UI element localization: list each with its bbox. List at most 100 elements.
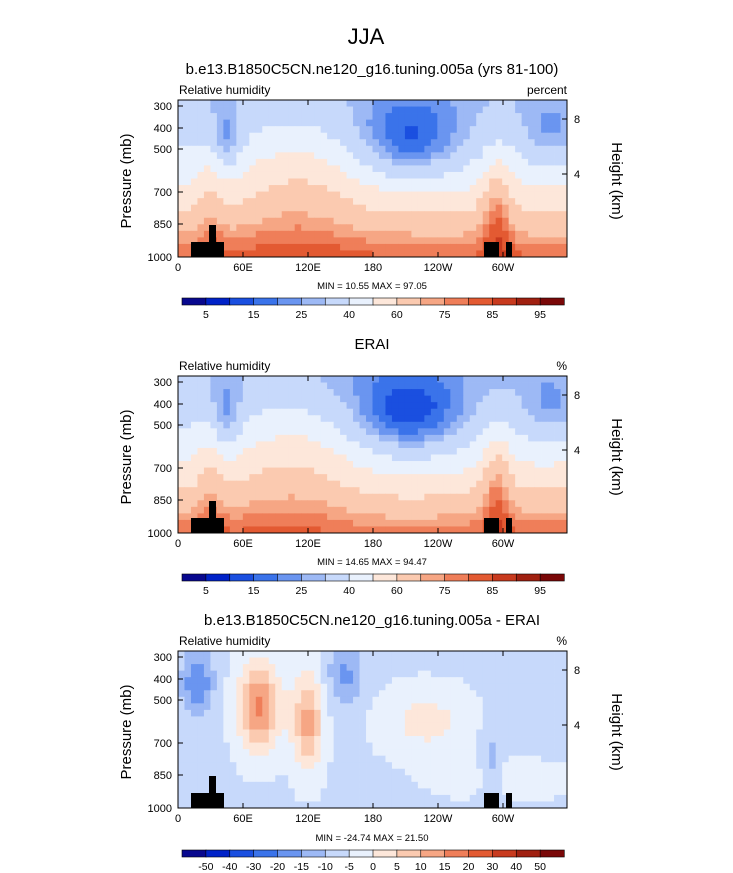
heatmap-cell — [197, 781, 205, 789]
heatmap-cell — [255, 454, 263, 462]
heatmap-cell — [502, 742, 510, 750]
heatmap-cell — [236, 696, 244, 704]
heatmap-cell — [378, 500, 386, 508]
heatmap-cell — [314, 755, 322, 763]
heatmap-cell — [404, 139, 412, 147]
heatmap-cell — [184, 716, 192, 724]
heatmap-cell — [307, 211, 315, 219]
heatmap-cell — [541, 139, 548, 147]
heatmap-cell — [372, 461, 380, 468]
heatmap-cell — [190, 139, 198, 147]
heatmap-cell — [366, 434, 373, 442]
heatmap-cell — [482, 382, 490, 390]
heatmap-cell — [307, 224, 315, 232]
heatmap-cell — [197, 742, 205, 750]
heatmap-cell — [275, 145, 283, 153]
heatmap-cell — [346, 526, 354, 534]
heatmap-cell — [404, 237, 412, 245]
heatmap-cell — [541, 690, 548, 698]
heatmap-cell — [353, 106, 360, 114]
heatmap-cell — [528, 775, 535, 783]
heatmap-cell — [190, 126, 198, 134]
heatmap-cell — [190, 113, 198, 121]
heatmap-cell — [476, 781, 484, 789]
heatmap-cell — [301, 506, 309, 514]
x-tick-label: 120E — [295, 538, 321, 550]
heatmap-cell — [495, 119, 503, 127]
heatmap-cell — [560, 132, 568, 140]
heatmap-cell — [197, 389, 205, 397]
heatmap-cell — [508, 171, 516, 179]
heatmap-cell — [391, 664, 399, 672]
heatmap-cell — [366, 243, 373, 251]
heatmap-cell — [197, 487, 205, 495]
heatmap-cell — [210, 158, 218, 166]
heatmap-cell — [482, 703, 490, 711]
heatmap-cell — [353, 204, 360, 212]
heatmap-cell — [463, 657, 471, 665]
heatmap-cell — [521, 454, 529, 462]
heatmap-cell — [178, 106, 185, 114]
colorbar-swatch — [301, 849, 326, 858]
heatmap-cell — [184, 467, 192, 475]
heatmap-cell — [307, 755, 315, 763]
heatmap-cell — [203, 506, 211, 514]
heatmap-cell — [294, 389, 302, 397]
heatmap-cell — [528, 171, 535, 179]
heatmap-cell — [301, 237, 309, 245]
heatmap-cell — [463, 664, 471, 672]
heatmap-cell — [262, 211, 270, 219]
heatmap-cell — [281, 474, 289, 482]
heatmap-cell — [333, 243, 341, 251]
heatmap-cell — [398, 506, 406, 514]
heatmap-cell — [294, 755, 302, 763]
heatmap-cell — [372, 801, 380, 809]
heatmap-cell — [320, 461, 328, 468]
heatmap-cell — [320, 382, 328, 390]
heatmap-cell — [515, 670, 523, 678]
heatmap-cell — [210, 402, 218, 410]
heatmap-cell — [378, 376, 386, 383]
heatmap-cell — [430, 729, 438, 737]
heatmap-cell — [372, 651, 380, 658]
heatmap-cell — [249, 191, 257, 199]
heatmap-cell — [236, 519, 244, 527]
heatmap-cell — [469, 237, 477, 245]
heatmap-cell — [229, 224, 237, 232]
heatmap-cell — [366, 480, 373, 488]
heatmap-cell — [320, 230, 328, 238]
heatmap-cell — [411, 519, 419, 527]
heatmap-cell — [385, 126, 393, 134]
heatmap-cell — [216, 749, 224, 757]
heatmap-cell — [508, 736, 516, 743]
heatmap-cell — [385, 132, 393, 140]
heatmap-cell — [307, 670, 315, 678]
heatmap-cell — [521, 696, 529, 704]
heatmap-cell — [515, 434, 523, 442]
heatmap-cell — [288, 132, 296, 140]
heatmap-cell — [560, 106, 568, 114]
heatmap-cell — [411, 237, 419, 245]
heatmap-cell — [327, 768, 334, 776]
heatmap-cell — [223, 145, 231, 153]
heatmap-cell — [262, 395, 270, 403]
heatmap-cell — [437, 402, 445, 410]
heatmap-cell — [178, 132, 185, 140]
heatmap-cell — [340, 749, 347, 757]
heatmap-cell — [307, 768, 315, 776]
heatmap-cell — [411, 447, 419, 455]
heatmap-cell — [391, 696, 399, 704]
heatmap-cell — [495, 158, 503, 166]
heatmap-cell — [411, 243, 419, 251]
heatmap-cell — [443, 382, 451, 390]
heatmap-cell — [366, 781, 373, 789]
heatmap-cell — [391, 139, 399, 147]
heatmap-cell — [450, 185, 458, 192]
heatmap-cell — [242, 204, 250, 212]
heatmap-cell — [184, 480, 192, 488]
heatmap-cell — [378, 441, 386, 449]
heatmap-cell — [249, 768, 257, 776]
heatmap-cell — [197, 788, 205, 796]
heatmap-cell — [560, 185, 568, 192]
heatmap-cell — [528, 145, 535, 153]
